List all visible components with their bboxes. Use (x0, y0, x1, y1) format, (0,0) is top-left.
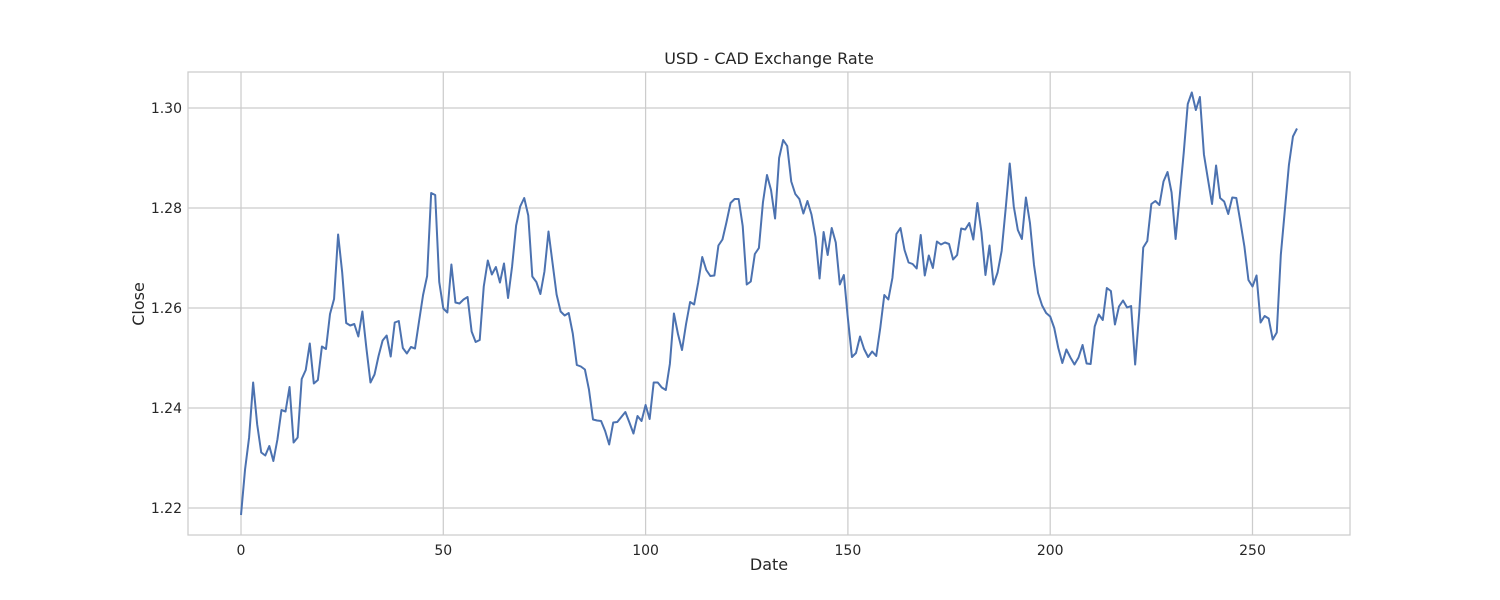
x-tick-label: 150 (835, 543, 862, 559)
series-line-close (240, 91, 1298, 516)
x-tick-label: 100 (632, 543, 659, 559)
grid (188, 72, 1350, 535)
x-axis-label: Date (750, 555, 788, 574)
y-tick-label: 1.30 (151, 101, 182, 117)
y-tick-label: 1.26 (151, 301, 182, 317)
y-axis-label: Close (129, 282, 148, 326)
y-tick-label: 1.22 (151, 501, 182, 517)
plot-frame (187, 71, 1351, 536)
y-tick-label: 1.28 (151, 201, 182, 217)
chart-title: USD - CAD Exchange Rate (664, 49, 874, 68)
x-tick-label: 0 (237, 543, 246, 559)
x-tick-label: 200 (1037, 543, 1064, 559)
y-tick-label: 1.24 (151, 401, 182, 417)
y-axis-ticks: 1.22 1.24 1.26 1.28 1.30 (151, 101, 182, 517)
x-tick-label: 50 (434, 543, 452, 559)
x-axis-ticks: 0 50 100 150 200 250 (237, 543, 1266, 559)
x-tick-label: 250 (1239, 543, 1266, 559)
